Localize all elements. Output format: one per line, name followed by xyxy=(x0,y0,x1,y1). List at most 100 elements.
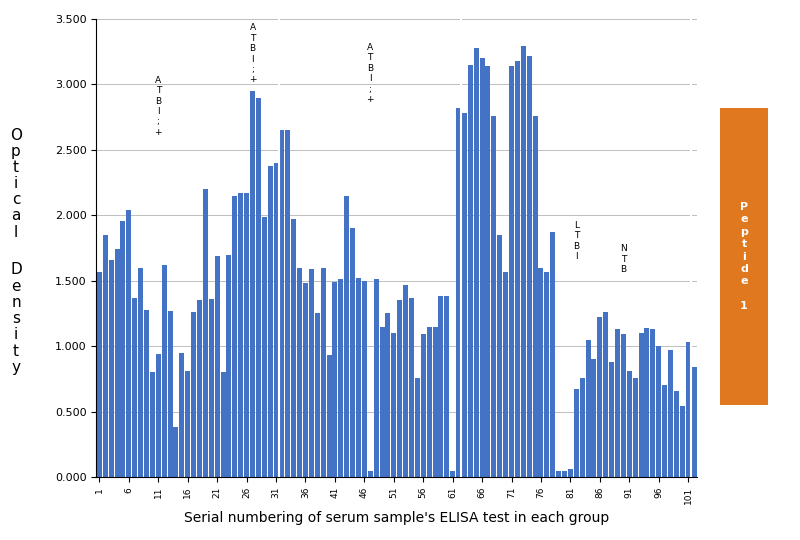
Bar xyxy=(103,235,108,477)
Bar xyxy=(121,220,126,477)
Bar xyxy=(303,284,308,477)
Bar xyxy=(268,166,273,477)
Bar xyxy=(203,189,208,477)
Bar xyxy=(503,272,508,477)
Bar xyxy=(150,373,155,477)
Bar xyxy=(680,407,685,477)
Bar xyxy=(580,377,585,477)
Bar xyxy=(638,333,643,477)
Bar xyxy=(114,249,119,477)
Bar xyxy=(386,314,390,477)
Bar xyxy=(356,278,361,477)
Bar xyxy=(444,296,450,477)
Bar xyxy=(191,312,196,477)
Bar xyxy=(691,367,697,477)
Bar xyxy=(615,329,620,477)
Bar xyxy=(144,309,149,477)
Text: t: t xyxy=(13,160,19,175)
Bar xyxy=(550,232,555,477)
Bar xyxy=(338,280,343,477)
Bar xyxy=(574,389,579,477)
Bar xyxy=(344,195,349,477)
Bar xyxy=(156,354,161,477)
Text: a: a xyxy=(11,208,21,224)
Bar xyxy=(244,193,249,477)
Bar xyxy=(132,298,138,477)
Text: n: n xyxy=(11,295,21,310)
Bar xyxy=(326,355,331,477)
Bar xyxy=(598,318,602,477)
Bar xyxy=(526,56,532,477)
Bar xyxy=(174,427,178,477)
Bar xyxy=(368,470,373,477)
Bar xyxy=(674,391,679,477)
Bar xyxy=(603,312,608,477)
Bar xyxy=(562,470,567,477)
Bar xyxy=(591,359,597,477)
Bar xyxy=(415,377,420,477)
Bar xyxy=(426,327,432,477)
Bar xyxy=(462,113,467,477)
Text: L
T
B
I: L T B I xyxy=(574,221,579,261)
Bar xyxy=(586,340,590,477)
Text: c: c xyxy=(12,192,20,207)
Text: P
e
p
t
i
d
e

1: P e p t i d e 1 xyxy=(740,202,748,311)
Bar xyxy=(474,48,478,477)
Bar xyxy=(656,346,662,477)
Bar xyxy=(138,268,143,477)
Bar xyxy=(633,377,638,477)
Bar xyxy=(362,281,367,477)
Bar xyxy=(668,350,673,477)
Bar xyxy=(167,311,173,477)
Text: s: s xyxy=(12,311,20,326)
Bar xyxy=(97,272,102,477)
Bar xyxy=(350,228,355,477)
Bar xyxy=(226,254,231,477)
Bar xyxy=(421,334,426,477)
Bar xyxy=(450,470,455,477)
Bar xyxy=(179,353,184,477)
Bar xyxy=(109,260,114,477)
Text: e: e xyxy=(11,279,21,294)
Bar xyxy=(533,116,538,477)
Text: i: i xyxy=(14,327,18,342)
Bar xyxy=(468,65,473,477)
Bar xyxy=(480,58,485,477)
Bar xyxy=(515,61,520,477)
Bar xyxy=(126,210,131,477)
Bar xyxy=(321,268,326,477)
Bar xyxy=(686,342,690,477)
Bar xyxy=(662,386,667,477)
Text: A
T
B
I
;
+: A T B I ; + xyxy=(366,43,374,104)
Bar xyxy=(309,269,314,477)
Bar xyxy=(391,333,396,477)
Bar xyxy=(221,373,226,477)
Bar xyxy=(491,116,496,477)
Bar xyxy=(374,280,378,477)
Bar xyxy=(438,296,443,477)
Bar xyxy=(568,469,573,477)
Bar xyxy=(286,130,290,477)
Text: D: D xyxy=(10,262,22,278)
Bar xyxy=(433,327,438,477)
Bar xyxy=(262,217,266,477)
Text: y: y xyxy=(11,360,21,375)
Text: N
T
B: N T B xyxy=(620,245,626,274)
Bar xyxy=(456,108,461,477)
Bar xyxy=(214,256,220,477)
Bar xyxy=(609,362,614,477)
Bar xyxy=(509,66,514,477)
Bar xyxy=(486,66,490,477)
Text: t: t xyxy=(13,343,19,359)
Bar xyxy=(250,91,255,477)
Bar xyxy=(538,268,543,477)
Text: l: l xyxy=(14,225,18,240)
Text: i: i xyxy=(14,176,18,191)
Text: A
T
B
I
;
+: A T B I ; + xyxy=(154,76,162,137)
Bar xyxy=(197,300,202,477)
Text: p: p xyxy=(11,144,21,159)
Bar xyxy=(403,285,408,477)
X-axis label: Serial numbering of serum sample's ELISA test in each group: Serial numbering of serum sample's ELISA… xyxy=(184,511,610,525)
Bar xyxy=(279,130,285,477)
Bar xyxy=(379,327,385,477)
